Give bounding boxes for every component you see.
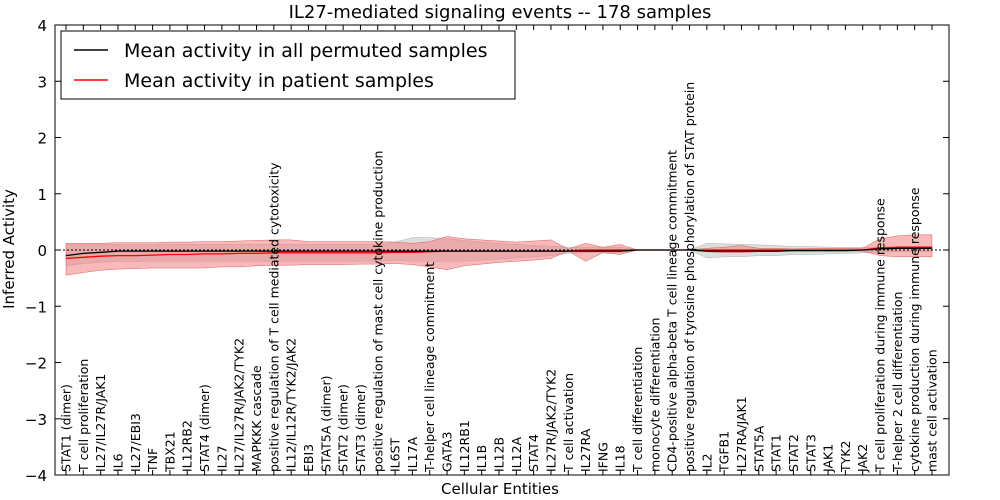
x-tick-label: IL27 (214, 445, 229, 472)
x-tick-label: TNF (145, 448, 160, 473)
line-permuted (65, 247, 932, 257)
x-tick-label: IL27RA (578, 428, 593, 472)
x-tick-label: IL12RB2 (180, 420, 195, 472)
x-tick-label: T cell activation (561, 373, 576, 473)
x-tick-label: monocyte differentiation (647, 318, 662, 472)
x-tick-label: EBI3 (301, 444, 316, 472)
x-tick-label: IL12RB1 (457, 420, 472, 472)
confidence-bands (65, 234, 933, 276)
x-axis-tick-labels: STAT1 (dimer) T cell proliferation IL27/IL… (59, 82, 940, 473)
x-tick-label: MAPKKK cascade (249, 365, 264, 472)
legend-box (60, 30, 516, 100)
x-tick-label: GATA3 (440, 432, 455, 472)
x-tick-label: T cell proliferation during immune respo… (873, 198, 888, 473)
x-tick-label: STAT1 (dimer) (59, 384, 74, 472)
x-axis-ticks (65, 25, 933, 475)
y-axis-ticks: 4 3 2 1 0 −1 −2 −3 −4 (25, 17, 949, 485)
x-tick-label: STAT3 (803, 434, 818, 472)
x-tick-label: IL27R/JAK2/TYK2 (544, 369, 559, 472)
x-tick-label: JAK2 (855, 444, 870, 473)
x-tick-label: IL12/IL12R/TYK2/JAK2 (284, 338, 299, 472)
y-tick-label: −4 (25, 467, 47, 485)
y-tick-label: −2 (25, 355, 47, 373)
x-tick-label: T cell differentiation (630, 347, 645, 473)
x-tick-label: STAT2 (dimer) (336, 384, 351, 472)
legend-label-patient: Mean activity in patient samples (124, 70, 434, 92)
x-tick-label: positive regulation of T cell mediated c… (266, 162, 281, 472)
x-tick-label: T cell proliferation (76, 359, 91, 473)
x-tick-label: IL12A (509, 436, 524, 472)
x-tick-label: IL27/EBI3 (128, 413, 143, 472)
x-tick-label: IL1B (474, 445, 489, 472)
x-tick-label: T-helper cell lineage commitment (422, 262, 437, 473)
x-tick-label: cytokine production during immune respon… (907, 187, 922, 472)
x-tick-label: STAT5A (751, 425, 766, 472)
x-tick-label: T-helper 2 cell differentiation (890, 292, 905, 473)
x-tick-label: TGFB1 (717, 431, 732, 473)
plot-frame (54, 24, 950, 476)
x-tick-label: positive regulation of tyrosine phosphor… (682, 82, 697, 472)
y-tick-label: 4 (37, 17, 47, 35)
x-tick-label: IL6ST (388, 437, 403, 472)
x-tick-label: CD4-positive alpha-beta T cell lineage c… (665, 150, 680, 472)
legend-label-permuted: Mean activity in all permuted samples (124, 40, 487, 62)
x-tick-label: TBX21 (162, 431, 177, 473)
x-tick-label: IL27RA/JAK1 (734, 396, 749, 472)
x-tick-label: STAT2 (786, 434, 801, 472)
band-patient (65, 234, 933, 276)
series-lines (65, 246, 932, 260)
y-tick-label: −1 (25, 298, 47, 316)
x-tick-label: JAK1 (821, 444, 836, 473)
x-tick-label: positive regulation of mast cell cytokin… (370, 151, 385, 472)
x-tick-label: STAT3 (dimer) (353, 384, 368, 472)
y-tick-label: −3 (25, 411, 47, 429)
x-tick-label: IL6 (111, 453, 126, 472)
x-axis-label: Cellular Entities (441, 480, 559, 498)
x-tick-label: STAT5A (dimer) (318, 376, 333, 472)
x-tick-label: IL27/IL27R/JAK1 (93, 374, 108, 472)
x-tick-label: mast cell activation (925, 349, 940, 472)
x-tick-label: IL27/IL27R/JAK2/TYK2 (232, 338, 247, 472)
x-tick-label: IFNG (595, 442, 610, 472)
x-tick-label: IL17A (405, 436, 420, 472)
y-tick-label: 1 (37, 186, 47, 204)
x-tick-label: STAT1 (769, 434, 784, 472)
y-axis-label: Inferred Activity (0, 189, 18, 309)
x-tick-label: IL18 (613, 445, 628, 472)
x-tick-label: STAT4 (526, 434, 541, 472)
x-tick-label: IL12B (492, 437, 507, 472)
x-tick-label: TYK2 (838, 441, 853, 473)
y-tick-label: 3 (37, 73, 47, 91)
y-tick-label: 0 (37, 242, 47, 260)
legend: Mean activity in all permuted samples Me… (60, 30, 516, 100)
x-tick-label: IL2 (699, 453, 714, 472)
x-tick-label: STAT4 (dimer) (197, 384, 212, 472)
y-tick-label: 2 (37, 130, 47, 148)
chart-title: IL27-mediated signaling events -- 178 sa… (289, 2, 712, 23)
